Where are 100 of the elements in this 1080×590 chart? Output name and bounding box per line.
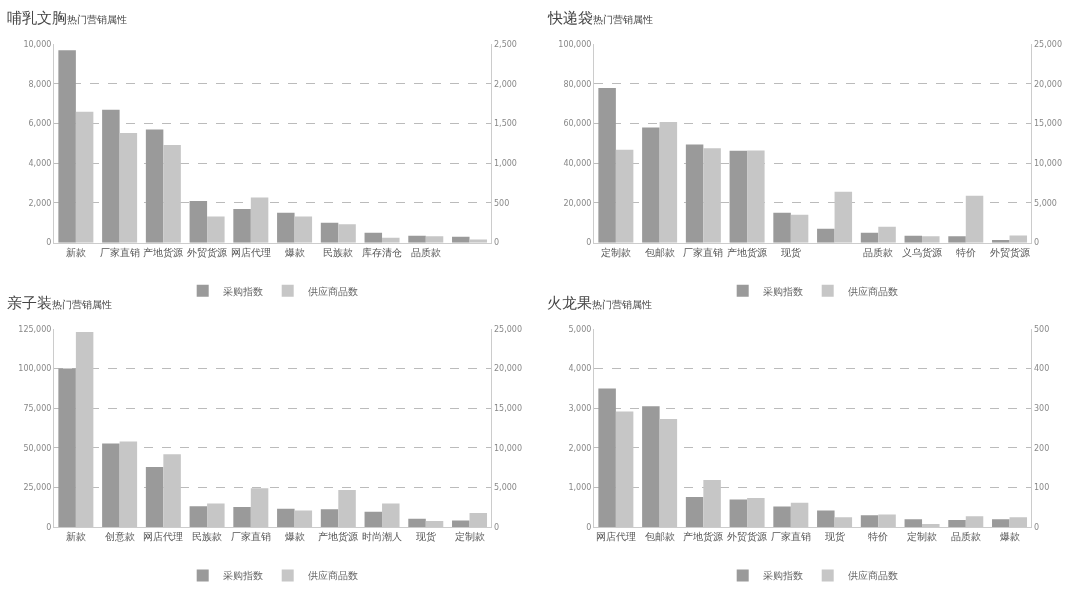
- x-tick-label: 产地货源: [683, 531, 724, 543]
- legend-label: 供应商品数: [847, 570, 898, 582]
- y2-tick-label: 25,000: [1034, 40, 1062, 50]
- chart-subtitle: 热门营销属性: [593, 14, 653, 25]
- legend-label: 供应商品数: [307, 570, 358, 582]
- x-tick-label: 厂家直销: [230, 531, 271, 543]
- y-tick-label: 6,000: [28, 119, 52, 129]
- x-tick-label: 现货: [780, 246, 801, 258]
- y-tick-label: 75,000: [23, 404, 52, 414]
- chart-subtitle: 热门营销属性: [592, 299, 652, 310]
- x-tick-label: 新款: [65, 531, 86, 543]
- y2-tick-label: 10,000: [494, 443, 522, 453]
- x-tick-label: 爆款: [999, 531, 1020, 543]
- x-tick-label: 网店代理: [230, 246, 271, 258]
- x-tick-label: 产地货源: [143, 246, 184, 258]
- y-tick-label: 80,000: [563, 79, 592, 89]
- y-tick-label: 100,000: [18, 364, 52, 374]
- y2-tick-label: 10,000: [1034, 159, 1062, 169]
- y-tick-label: 40,000: [563, 159, 592, 169]
- x-tick-label: 民族款: [323, 246, 354, 258]
- y-tick-label: 10,000: [23, 40, 52, 50]
- y-tick-label: 100,000: [558, 40, 592, 50]
- y2-tick-label: 2,500: [494, 40, 517, 50]
- y-tick-label: 1,000: [568, 483, 592, 493]
- x-tick-label: 爆款: [284, 531, 305, 543]
- y-tick-label: 20,000: [563, 198, 592, 208]
- y-tick-label: 4,000: [568, 364, 592, 374]
- y-tick-label: 0: [586, 238, 592, 248]
- y2-tick-label: 0: [494, 523, 500, 533]
- y2-tick-label: 15,000: [494, 404, 522, 414]
- x-tick-label: 包邮款: [644, 531, 675, 543]
- y2-tick-label: 500: [494, 198, 510, 208]
- x-tick-label: 定制款: [600, 246, 631, 258]
- y2-tick-label: 500: [1034, 324, 1050, 334]
- y-tick-label: 4,000: [28, 159, 52, 169]
- y2-tick-label: 0: [1034, 238, 1040, 248]
- x-tick-label: 品质款: [863, 246, 894, 258]
- y-tick-label: 60,000: [563, 119, 592, 129]
- legend-label: 采购指数: [222, 570, 263, 582]
- x-tick-label: 现货: [415, 531, 436, 543]
- x-tick-label: 品质款: [410, 246, 441, 258]
- y-tick-label: 50,000: [23, 443, 52, 453]
- x-tick-label: 义乌货源: [902, 246, 943, 258]
- x-tick-label: 包邮款: [644, 246, 675, 258]
- y2-tick-label: 25,000: [494, 324, 522, 334]
- x-tick-label: 品质款: [950, 531, 981, 543]
- x-tick-label: 时尚潮人: [362, 531, 403, 543]
- x-tick-label: 定制款: [907, 531, 938, 543]
- y2-tick-label: 5,000: [1034, 198, 1057, 208]
- y2-tick-label: 0: [494, 238, 500, 248]
- y-tick-label: 5,000: [568, 324, 592, 334]
- y-tick-label: 3,000: [568, 404, 592, 414]
- x-tick-label: 创意款: [104, 531, 135, 543]
- x-tick-label: 产地货源: [727, 246, 768, 258]
- x-tick-label: 定制款: [454, 531, 485, 543]
- y2-tick-label: 1,500: [494, 119, 517, 129]
- x-tick-label: 爆款: [284, 246, 305, 258]
- bar: [904, 519, 923, 528]
- x-tick-label: 民族款: [192, 531, 223, 543]
- x-tick-label: 厂家直销: [683, 246, 724, 258]
- y-tick-label: 125,000: [18, 324, 52, 334]
- y-tick-label: 25,000: [23, 483, 52, 493]
- y2-tick-label: 5,000: [494, 483, 517, 493]
- legend-label: 采购指数: [762, 285, 803, 297]
- y2-tick-label: 0: [1034, 523, 1040, 533]
- x-tick-label: 外贸货源: [187, 246, 228, 258]
- y2-tick-label: 300: [1034, 404, 1050, 414]
- y2-tick-label: 15,000: [1034, 119, 1062, 129]
- y-tick-label: 2,000: [568, 443, 592, 453]
- x-tick-label: 新款: [65, 246, 86, 258]
- y-tick-label: 0: [46, 523, 52, 533]
- x-tick-label: 外贸货源: [989, 246, 1030, 258]
- chart-subtitle: 热门营销属性: [52, 299, 112, 310]
- y-tick-label: 0: [586, 523, 592, 533]
- x-tick-label: 特价: [868, 531, 889, 543]
- bar: [948, 236, 966, 243]
- x-tick-label: 产地货源: [318, 531, 359, 543]
- legend-label: 供应商品数: [847, 285, 898, 297]
- y-tick-label: 0: [46, 238, 52, 248]
- x-tick-label: 特价: [955, 246, 976, 258]
- y-tick-label: 2,000: [28, 198, 52, 208]
- legend-label: 供应商品数: [307, 285, 358, 297]
- x-tick-label: 网店代理: [595, 531, 636, 543]
- x-tick-label: 现货: [824, 531, 845, 543]
- legend-label: 采购指数: [762, 570, 803, 582]
- x-tick-label: 厂家直销: [99, 246, 140, 258]
- y2-tick-label: 20,000: [494, 364, 522, 374]
- bar: [817, 228, 835, 243]
- y2-tick-label: 20,000: [1034, 79, 1062, 89]
- y-tick-label: 8,000: [28, 79, 52, 89]
- chart-subtitle: 热门营销属性: [67, 14, 127, 25]
- y2-tick-label: 200: [1034, 443, 1050, 453]
- x-tick-label: 网店代理: [143, 531, 184, 543]
- y2-tick-label: 100: [1034, 483, 1050, 493]
- x-tick-label: 厂家直销: [770, 531, 811, 543]
- legend-label: 采购指数: [222, 285, 263, 297]
- x-tick-label: 库存清仓: [362, 246, 403, 258]
- y2-tick-label: 400: [1034, 364, 1050, 374]
- x-tick-label: 外贸货源: [727, 531, 768, 543]
- y2-tick-label: 2,000: [494, 79, 517, 89]
